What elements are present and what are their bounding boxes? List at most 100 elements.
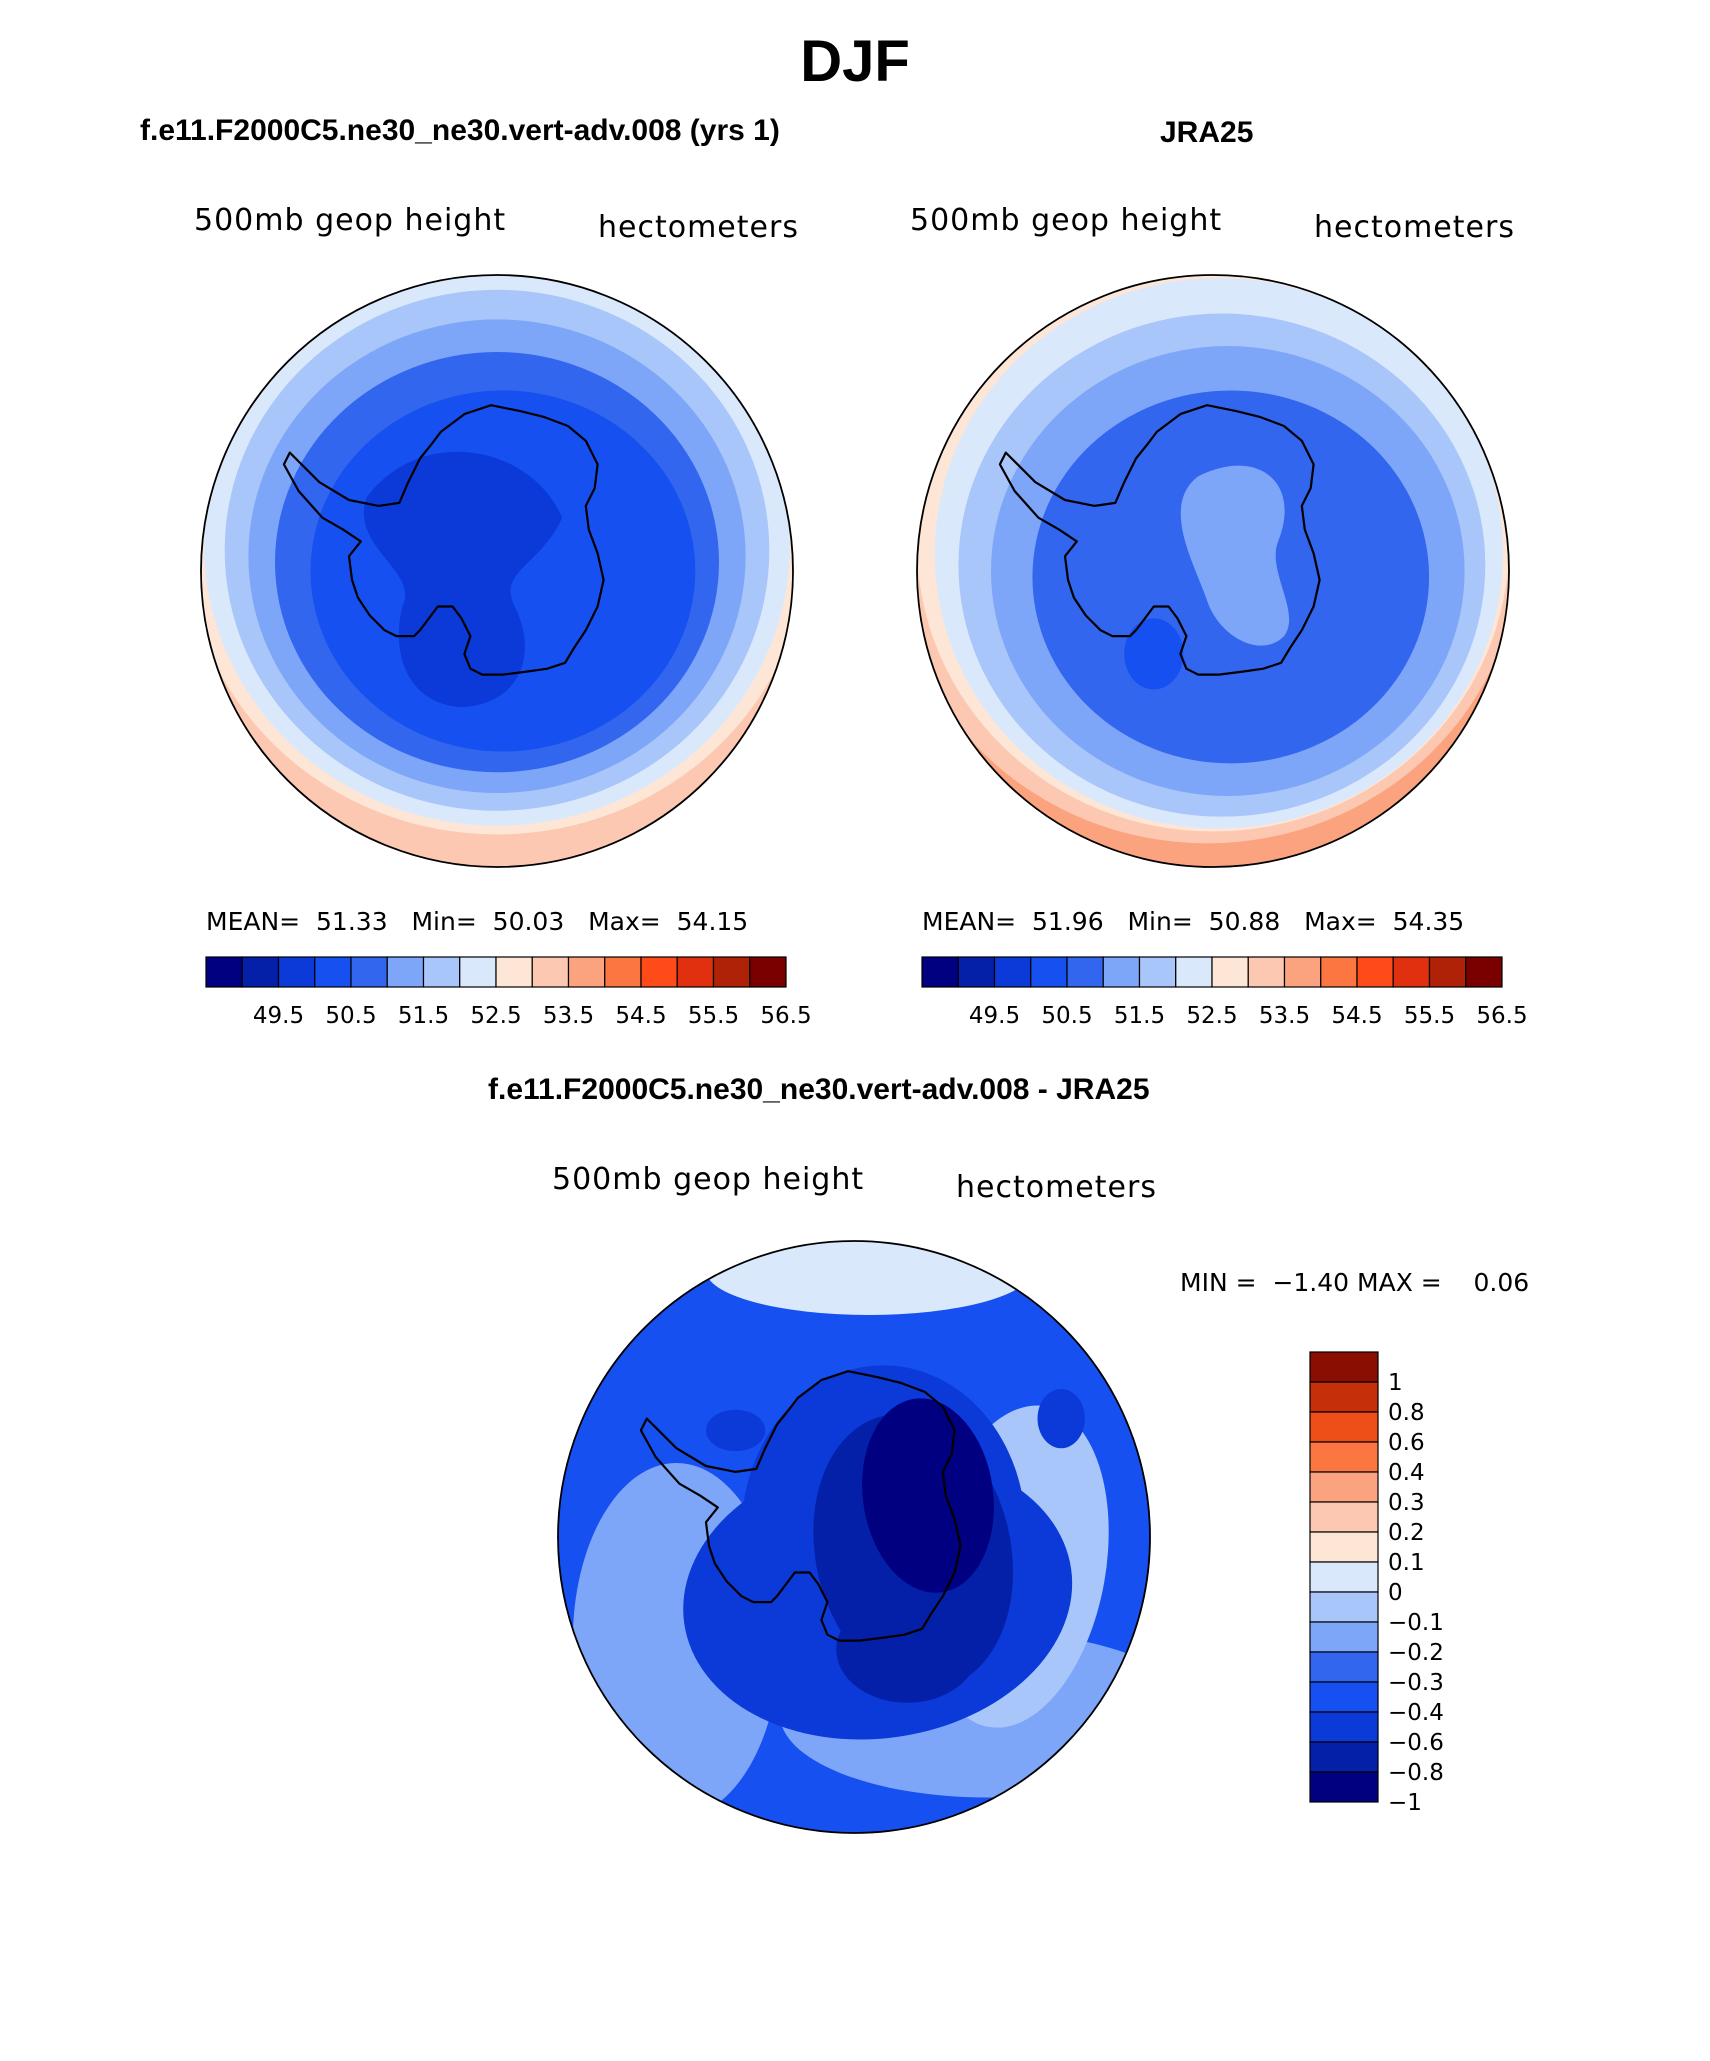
colorbar-swatch [1428, 956, 1467, 988]
colorbar-label: 55.5 [688, 1003, 739, 1029]
colorbar-swatch [1283, 956, 1322, 988]
colorbar-swatch [676, 956, 715, 988]
colorbar-label: 54.5 [615, 1003, 666, 1029]
colorbar-swatch [350, 956, 388, 988]
contour-band-8 [836, 1596, 979, 1703]
colorbar-label: 50.5 [1041, 1003, 1092, 1029]
colorbar-swatch [205, 956, 243, 988]
colorbar-difference: 1 0.8 0.6 0.4 0.3 0.2 0.1 0 −0.1 −0.2 −0.3 −0.4 −0.6… [1309, 1351, 1444, 1816]
map-border [916, 274, 1510, 868]
colorbar-model: 49.5 50.5 51.5 52.5 53.5 54.5 55.5 56.5 [205, 956, 812, 1029]
colorbar-swatch [749, 956, 787, 988]
colorbar-jra25: 49.5 50.5 51.5 52.5 53.5 54.5 55.5 56.5 [921, 956, 1528, 1029]
panel-3-right-label: hectometers [956, 1170, 1157, 1205]
colorbar-label: 51.5 [1114, 1003, 1165, 1029]
colorbar-label: 0.2 [1388, 1520, 1425, 1546]
panel-2-stats: MEAN= 51.96 Min= 50.88 Max= 54.35 [922, 907, 1464, 936]
antarctica-coastline [639, 1370, 962, 1642]
panel-1-stats: MEAN= 51.33 Min= 50.03 Max= 54.15 [206, 907, 748, 936]
colorbar-label: 0.6 [1388, 1430, 1425, 1456]
colorbar-label: −0.6 [1388, 1730, 1444, 1756]
colorbar-swatch [1392, 956, 1431, 988]
colorbar-swatch [1247, 956, 1286, 988]
colorbar-label: 52.5 [470, 1003, 521, 1029]
colorbar-label: −0.2 [1388, 1640, 1444, 1666]
colorbar-swatch [386, 956, 425, 988]
colorbar-label: −0.3 [1388, 1670, 1444, 1696]
max-value: 0.06 [1473, 1268, 1530, 1297]
colorbar-swatch [314, 956, 352, 988]
colorbar-swatch [422, 956, 461, 988]
contour-band-7 [1124, 618, 1184, 690]
colorbar-swatch [567, 956, 606, 988]
max-label: Max= [1304, 907, 1377, 936]
min-value: −1.40 [1272, 1268, 1350, 1297]
mean-value: 51.96 [1032, 907, 1104, 936]
colorbar-swatch [993, 956, 1032, 988]
colorbar-swatch [459, 956, 497, 988]
colorbar-label: 52.5 [1186, 1003, 1237, 1029]
max-value: 54.35 [1392, 907, 1465, 936]
panel-2-right-label: hectometers [1314, 210, 1515, 245]
map-border [557, 1240, 1151, 1834]
colorbar-swatch [1309, 1741, 1379, 1773]
colorbar-swatch [1309, 1471, 1379, 1503]
panel-2-left-label: 500mb geop height [910, 203, 1223, 238]
panel-1-right-label: hectometers [598, 210, 799, 245]
colorbar-label: 49.5 [253, 1003, 304, 1029]
colorbar-swatch [957, 956, 996, 988]
colorbar-swatch [1465, 956, 1503, 988]
colorbar-label: −1 [1388, 1790, 1422, 1816]
colorbar-swatch [1309, 1411, 1379, 1443]
colorbar-swatch [1175, 956, 1213, 988]
colorbar-swatch [640, 956, 678, 988]
colorbar-label: −0.1 [1388, 1610, 1444, 1636]
colorbar-swatch [1211, 956, 1249, 988]
min-value: 50.03 [492, 907, 565, 936]
colorbar-swatch [1309, 1711, 1379, 1743]
mean-value: 51.33 [316, 907, 388, 936]
antarctica-coastline [998, 404, 1321, 676]
mean-label: MEAN= [922, 907, 1017, 936]
colorbar-swatch [531, 956, 570, 988]
colorbar-swatch [1309, 1531, 1379, 1563]
colorbar-label: 53.5 [543, 1003, 594, 1029]
colorbar-swatch [1356, 956, 1394, 988]
colorbar-label: −0.8 [1388, 1760, 1444, 1786]
colorbar-swatch [1309, 1501, 1379, 1533]
antarctica-coastline [282, 404, 605, 676]
colorbar-swatch [1102, 956, 1141, 988]
colorbar-swatch [1309, 1351, 1379, 1383]
min-label: MIN = [1180, 1268, 1257, 1297]
figure-title: DJF [800, 29, 910, 94]
contour-band-8 [1180, 465, 1290, 646]
colorbar-label: 50.5 [325, 1003, 376, 1029]
colorbar-label: 0.8 [1388, 1400, 1425, 1426]
max-label: Max= [588, 907, 661, 936]
colorbar-swatch [1309, 1441, 1379, 1473]
contour-band-10 [706, 1409, 766, 1452]
colorbar-label: 54.5 [1331, 1003, 1382, 1029]
colorbar-swatch [1309, 1561, 1379, 1593]
colorbar-label: 56.5 [760, 1003, 811, 1029]
colorbar-swatch [712, 956, 751, 988]
panel-3-stats: MIN = −1.40 MAX = 0.06 [1180, 1268, 1529, 1297]
map-model [200, 274, 794, 868]
colorbar-label: 55.5 [1404, 1003, 1455, 1029]
contour-band-7 [363, 451, 563, 708]
panel-3-title: f.e11.F2000C5.ne30_ne30.vert-adv.008 - J… [488, 1073, 1150, 1106]
map-difference [557, 1240, 1151, 1834]
panel-3-left-label: 500mb geop height [552, 1162, 865, 1197]
min-label: Min= [411, 907, 477, 936]
colorbar-label: 1 [1388, 1370, 1403, 1396]
max-value: 54.15 [676, 907, 749, 936]
colorbar-label: 56.5 [1476, 1003, 1527, 1029]
colorbar-swatch [1320, 956, 1358, 988]
colorbar-swatch [241, 956, 280, 988]
panel-1-title: f.e11.F2000C5.ne30_ne30.vert-adv.008 (yr… [140, 114, 780, 147]
colorbar-swatch [1066, 956, 1104, 988]
max-label: MAX = [1357, 1268, 1442, 1297]
colorbar-swatch [1138, 956, 1177, 988]
panel-2-title: JRA25 [1160, 116, 1254, 149]
